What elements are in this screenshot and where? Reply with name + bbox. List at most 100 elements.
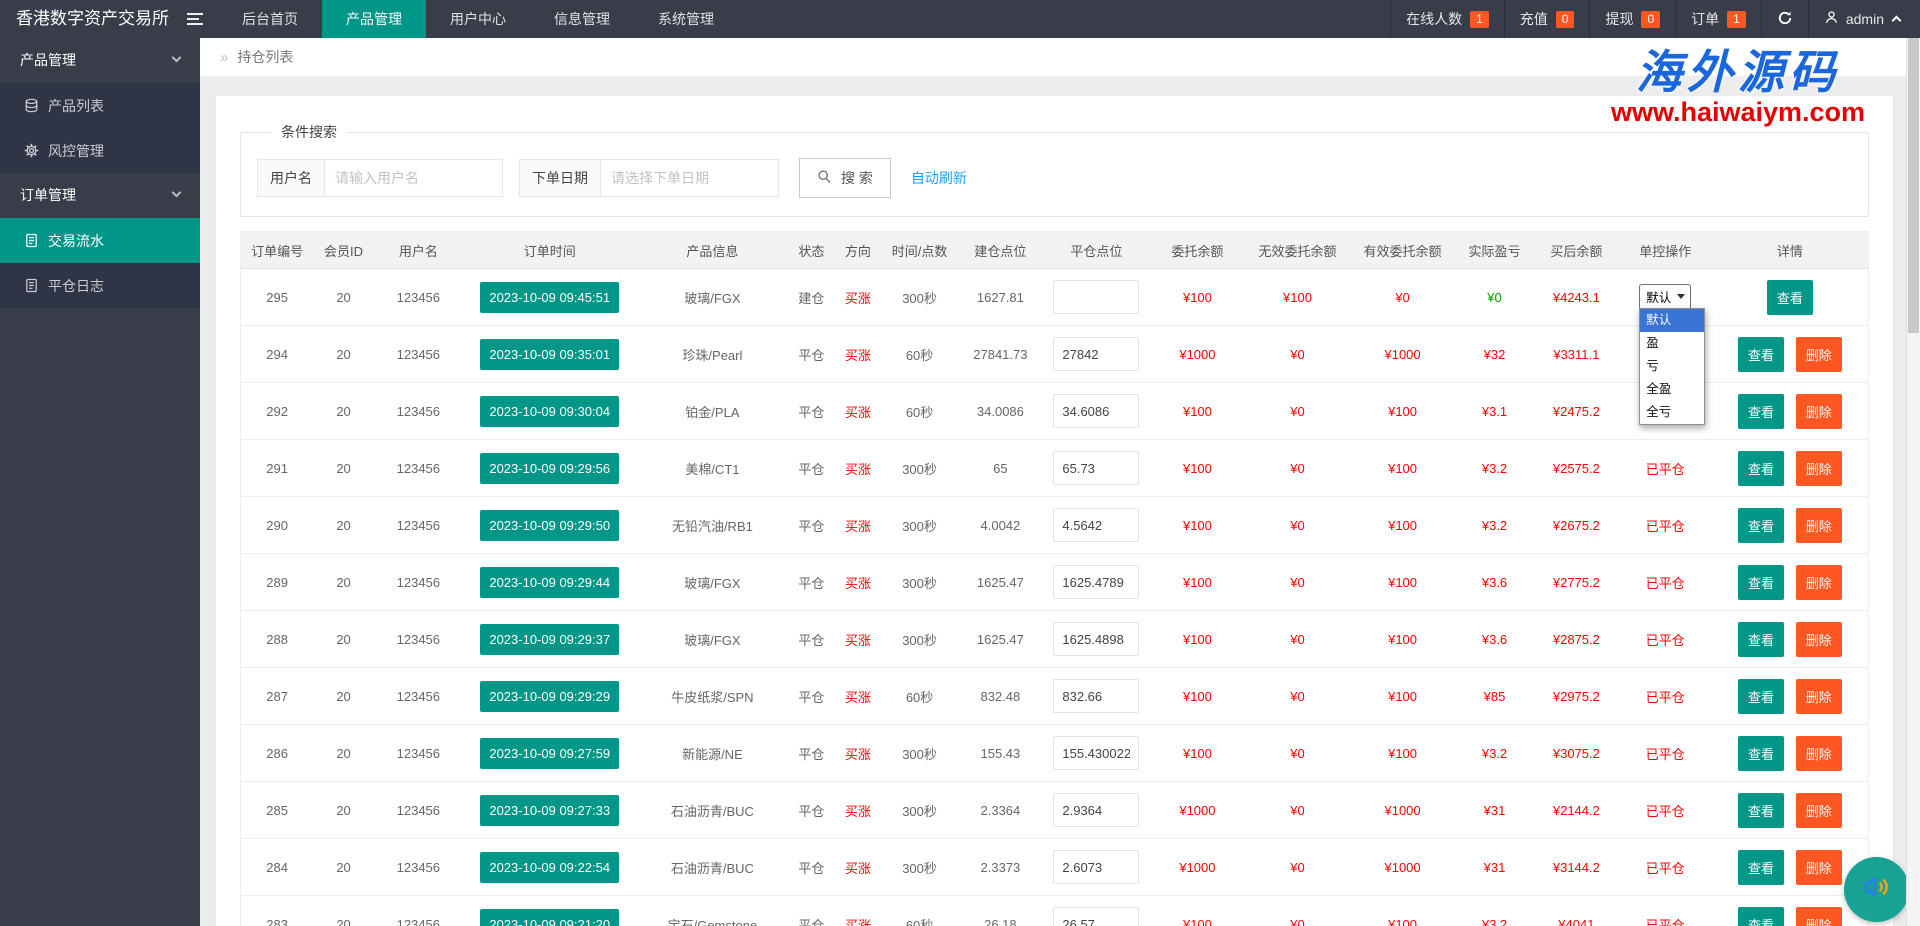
nav-item-product-management[interactable]: 产品管理 (322, 0, 426, 38)
column-header: 订单编号 (240, 231, 314, 269)
delete-button[interactable]: 删除 (1795, 849, 1842, 885)
cell-invalid-entrust: ¥0 (1290, 574, 1305, 590)
close-point-input[interactable] (1053, 508, 1140, 542)
sidebar-item-close-log[interactable]: 平仓日志 (0, 263, 200, 308)
speaker-icon (1859, 869, 1895, 910)
view-button[interactable]: 查看 (1738, 735, 1785, 771)
cell-order-id: 285 (266, 802, 288, 818)
delete-button[interactable]: 删除 (1795, 678, 1842, 714)
nav-item-system-management[interactable]: 系统管理 (658, 11, 714, 27)
delete-button[interactable]: 删除 (1795, 450, 1842, 486)
cell-status: 平仓 (798, 347, 825, 363)
sound-toggle-button[interactable] (1844, 857, 1909, 922)
delete-button[interactable]: 删除 (1795, 393, 1842, 429)
close-point-input[interactable] (1053, 793, 1140, 827)
close-point-input[interactable] (1053, 280, 1140, 314)
sidebar-group-product-management[interactable]: 产品管理 (0, 38, 200, 83)
sidebar-group-order-management[interactable]: 订单管理 (0, 173, 200, 218)
delete-button[interactable]: 删除 (1795, 906, 1842, 926)
view-button[interactable]: 查看 (1738, 621, 1785, 657)
view-button[interactable]: 查看 (1766, 279, 1813, 315)
nav-item-dashboard[interactable]: 后台首页 (242, 11, 298, 27)
sidebar-item-risk-control[interactable]: 风控管理 (0, 128, 200, 173)
close-point-input[interactable] (1053, 337, 1140, 371)
view-button[interactable]: 查看 (1738, 678, 1785, 714)
stat-withdraw[interactable]: 提现 0 (1589, 0, 1675, 38)
chevron-down-icon (171, 52, 182, 63)
cell-balance-after: ¥2475.2 (1552, 403, 1600, 419)
admin-menu[interactable]: admin (1807, 0, 1920, 38)
order-time-badge: 2023-10-09 09:29:56 (480, 452, 620, 484)
document-icon (26, 233, 37, 248)
nav-item-user-center[interactable]: 用户中心 (450, 11, 506, 27)
cell-member-id: 20 (336, 403, 351, 419)
stat-recharge[interactable]: 充值 0 (1503, 0, 1590, 38)
delete-button[interactable]: 删除 (1795, 792, 1842, 828)
search-button[interactable]: 搜 索 (799, 158, 891, 198)
control-select[interactable]: 默认 默认盈亏全盈 全亏 (1639, 284, 1706, 425)
control-option[interactable]: 全亏 (1646, 405, 1672, 419)
vertical-scrollbar[interactable] (1906, 38, 1920, 926)
view-button[interactable]: 查看 (1738, 792, 1785, 828)
cell-open-point: 2.3373 (980, 859, 1021, 875)
view-button[interactable]: 查看 (1738, 564, 1785, 600)
stat-label: 充值 (1519, 11, 1548, 27)
cell-invalid-entrust: ¥0 (1290, 802, 1305, 818)
header-stats: 在线人数 1 充值 0 提现 0 订单 1 (1390, 0, 1761, 38)
order-time-badge: 2023-10-09 09:29:37 (480, 623, 620, 655)
cell-product: 石油沥青/BUC (670, 803, 754, 819)
cell-duration: 60秒 (905, 917, 934, 926)
cell-balance-after: ¥3144.2 (1552, 859, 1600, 875)
username-input[interactable] (325, 159, 503, 197)
order-date-input[interactable] (601, 159, 779, 197)
view-button[interactable]: 查看 (1738, 906, 1785, 926)
cell-balance-after: ¥2975.2 (1552, 688, 1600, 704)
column-header: 无效委托余额 (1244, 231, 1351, 269)
cell-valid-entrust: ¥100 (1388, 631, 1418, 647)
close-point-input[interactable] (1053, 850, 1140, 884)
sidebar-item-trade-flow[interactable]: 交易流水 (0, 218, 200, 263)
close-point-input[interactable] (1053, 907, 1140, 926)
view-button[interactable]: 查看 (1738, 336, 1785, 372)
close-point-input[interactable] (1053, 394, 1140, 428)
close-point-input[interactable] (1053, 565, 1140, 599)
cell-invalid-entrust: ¥100 (1283, 289, 1312, 305)
delete-button[interactable]: 删除 (1795, 336, 1842, 372)
hamburger-menu-icon[interactable] (172, 0, 218, 38)
table-row: 291 20 123456 2023-10-09 09:29:56 美棉/CT1… (240, 439, 1869, 497)
chevron-up-icon (1891, 15, 1902, 26)
view-button[interactable]: 查看 (1738, 849, 1785, 885)
delete-button[interactable]: 删除 (1795, 507, 1842, 543)
control-option[interactable]: 全盈 (1646, 382, 1672, 396)
cell-username: 123456 (396, 916, 441, 926)
cell-profit: ¥3.6 (1481, 631, 1508, 647)
close-point-input[interactable] (1053, 451, 1140, 485)
refresh-button[interactable] (1760, 0, 1808, 38)
delete-button[interactable]: 删除 (1795, 564, 1842, 600)
control-option[interactable]: 默认 (1640, 309, 1705, 332)
table-row: 288 20 123456 2023-10-09 09:29:37 玻璃/FGX… (240, 610, 1869, 668)
cell-valid-entrust: ¥100 (1388, 916, 1418, 926)
control-status-text: 已平仓 (1645, 689, 1685, 705)
delete-button[interactable]: 删除 (1795, 621, 1842, 657)
order-date-label: 下单日期 (519, 159, 601, 197)
view-button[interactable]: 查看 (1738, 450, 1785, 486)
view-button[interactable]: 查看 (1738, 393, 1785, 429)
control-option[interactable]: 亏 (1646, 359, 1659, 373)
close-point-input[interactable] (1053, 679, 1140, 713)
nav-item-info-management[interactable]: 信息管理 (554, 11, 610, 27)
auto-refresh-link[interactable]: 自动刷新 (910, 170, 967, 186)
scrollbar-thumb[interactable] (1908, 38, 1919, 333)
close-point-input[interactable] (1053, 622, 1140, 656)
close-point-input[interactable] (1053, 736, 1140, 770)
admin-username: admin (1845, 11, 1884, 27)
control-option[interactable]: 盈 (1646, 336, 1659, 350)
delete-button[interactable]: 删除 (1795, 735, 1842, 771)
view-button[interactable]: 查看 (1738, 507, 1785, 543)
stat-orders[interactable]: 订单 1 (1675, 0, 1761, 38)
cell-profit: ¥3.6 (1481, 574, 1508, 590)
stat-online-users[interactable]: 在线人数 1 (1390, 0, 1504, 38)
sidebar-item-product-list[interactable]: 产品列表 (0, 83, 200, 128)
cell-username: 123456 (396, 859, 441, 875)
